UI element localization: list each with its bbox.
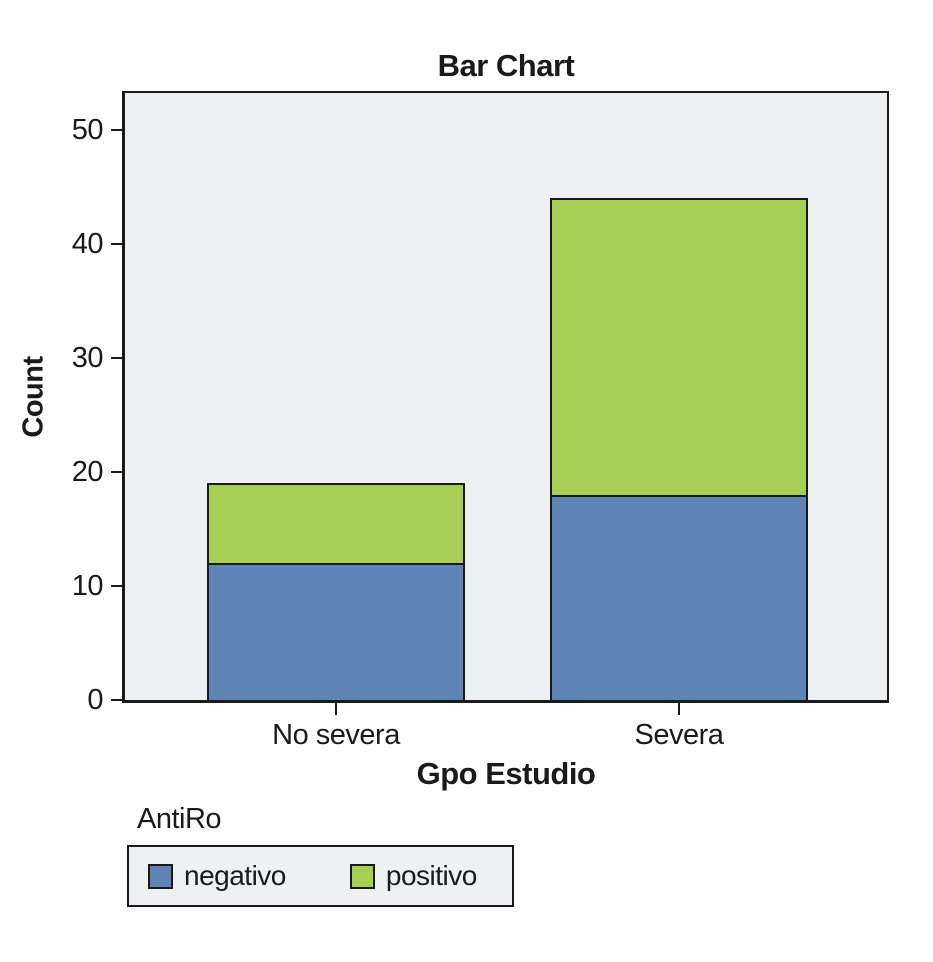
legend-swatch-positivo bbox=[349, 863, 375, 889]
x-axis-title: Gpo Estudio bbox=[416, 756, 596, 791]
y-tick-label: 40 bbox=[71, 227, 104, 260]
y-tick-mark bbox=[111, 356, 125, 359]
x-tick-mark bbox=[335, 702, 337, 715]
bars-layer bbox=[125, 93, 887, 700]
legend-label-negativo: negativo bbox=[184, 860, 286, 891]
y-tick-label: 0 bbox=[87, 684, 103, 716]
legend-swatch-negativo bbox=[148, 863, 173, 889]
y-tick-label: 30 bbox=[71, 341, 104, 374]
legend: negativo positivo bbox=[127, 845, 514, 907]
legend-label-positivo: positivo bbox=[385, 860, 477, 891]
y-tick-mark bbox=[111, 584, 125, 587]
y-tick-mark bbox=[111, 128, 125, 131]
bar-segment-negativo-0 bbox=[207, 563, 465, 700]
legend-item-negativo: negativo bbox=[148, 860, 286, 892]
x-category-label: Severa bbox=[634, 719, 724, 751]
y-tick-label: 10 bbox=[71, 569, 104, 602]
y-tick-mark bbox=[111, 242, 125, 245]
y-tick-label: 50 bbox=[71, 113, 104, 146]
x-category-label: No severa bbox=[272, 719, 400, 751]
chart-title: Bar Chart bbox=[437, 48, 575, 83]
y-axis-title: Count bbox=[17, 356, 50, 438]
y-tick-mark bbox=[111, 470, 125, 473]
legend-title: AntiRo bbox=[137, 803, 222, 835]
bar-segment-negativo-1 bbox=[550, 494, 808, 700]
x-tick-mark bbox=[678, 702, 680, 715]
bar-segment-positivo-0 bbox=[207, 483, 465, 564]
bar-segment-positivo-1 bbox=[550, 197, 808, 495]
y-tick-label: 20 bbox=[71, 455, 104, 488]
legend-item-positivo: positivo bbox=[349, 860, 477, 892]
y-tick-mark bbox=[111, 699, 125, 701]
